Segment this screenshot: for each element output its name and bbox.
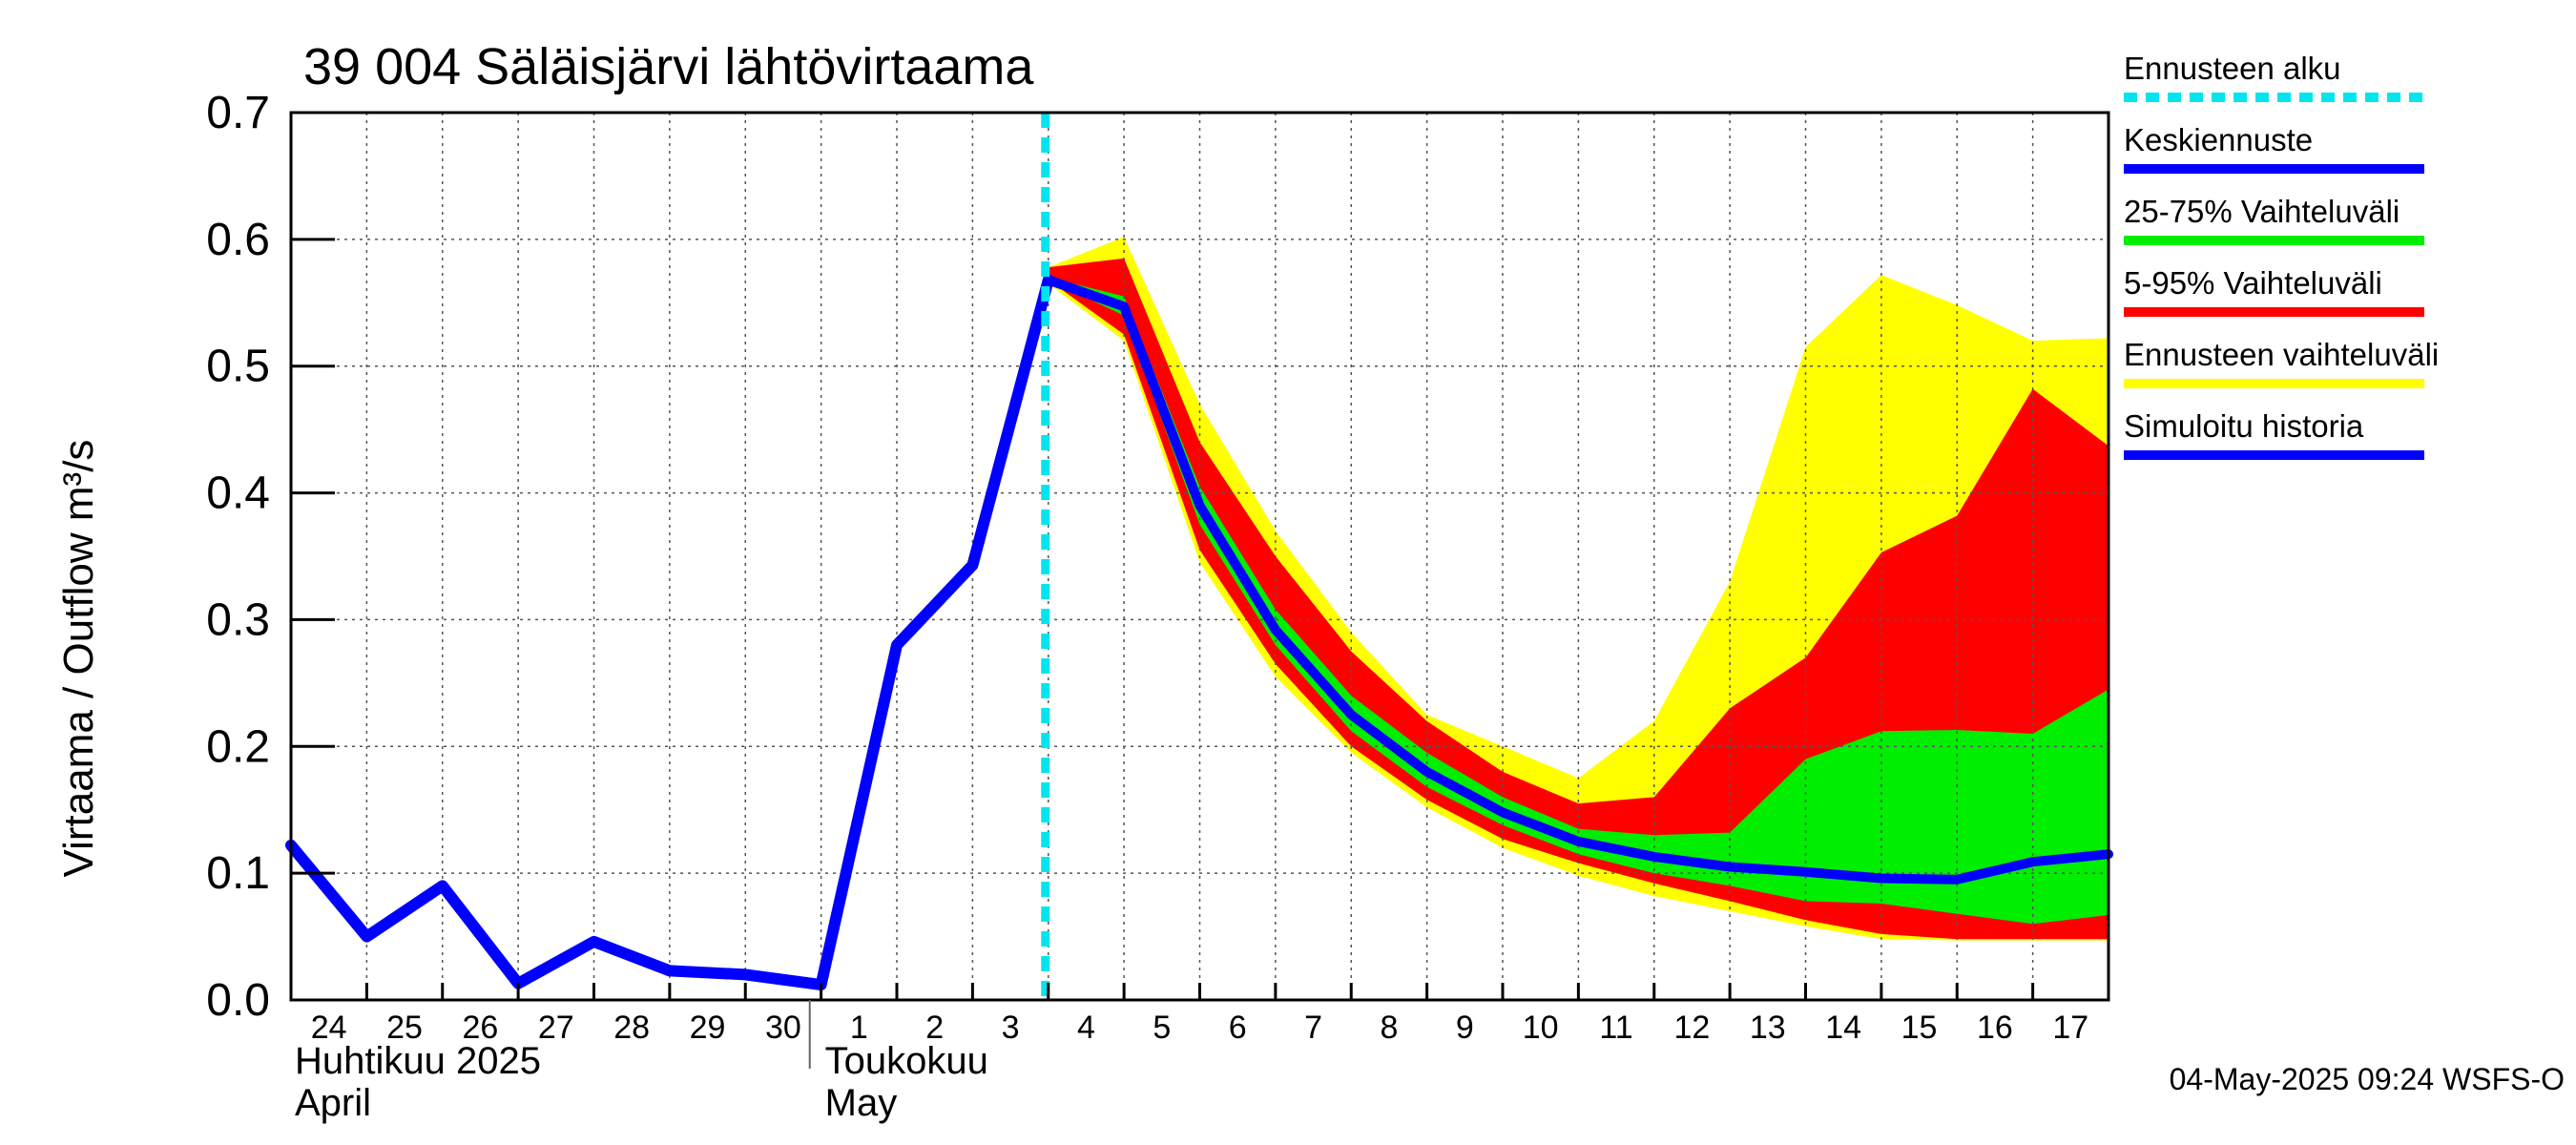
x-tick-label: 12 xyxy=(1674,1010,1711,1046)
y-tick-label: 0.6 xyxy=(206,215,270,265)
y-tick-label: 0.3 xyxy=(206,594,270,645)
legend-label: Keskiennuste xyxy=(2124,122,2313,157)
y-tick-label: 0.1 xyxy=(206,848,270,899)
x-tick-label: 11 xyxy=(1599,1010,1632,1046)
x-tick-label: 24 xyxy=(311,1010,347,1046)
month-label-fi: Huhtikuu 2025 xyxy=(295,1040,541,1082)
simulated-history-line xyxy=(285,274,1054,991)
x-tick-label: 9 xyxy=(1456,1010,1474,1046)
y-tick-label: 0.5 xyxy=(206,342,270,392)
x-tick-label: 17 xyxy=(2052,1010,2088,1046)
legend-label: Ennusteen alku xyxy=(2124,51,2341,86)
month-label-fi: Toukokuu xyxy=(825,1040,988,1082)
median-forecast-line xyxy=(1043,275,2113,885)
x-tick-label: 15 xyxy=(1901,1010,1938,1046)
legend-label: Simuloitu historia xyxy=(2124,408,2364,444)
band-25-75-vaihteluv-li xyxy=(1048,277,2109,925)
x-tick-label: 5 xyxy=(1153,1010,1171,1046)
x-tick-label: 6 xyxy=(1229,1010,1247,1046)
x-tick-label: 30 xyxy=(765,1010,801,1046)
x-tick-label: 10 xyxy=(1523,1010,1559,1046)
y-tick-label: 0.0 xyxy=(206,975,270,1026)
x-tick-label: 14 xyxy=(1825,1010,1861,1046)
x-tick-label: 3 xyxy=(1002,1010,1020,1046)
month-label-en: April xyxy=(295,1082,371,1124)
timestamp: 04-May-2025 09:24 WSFS-O xyxy=(2170,1062,2565,1096)
x-tick-label: 25 xyxy=(386,1010,423,1046)
x-tick-label: 1 xyxy=(850,1010,868,1046)
x-tick-label: 28 xyxy=(613,1010,650,1046)
legend-label: 5-95% Vaihteluväli xyxy=(2124,265,2382,301)
x-tick-label: 29 xyxy=(690,1010,726,1046)
y-tick-label: 0.2 xyxy=(206,721,270,772)
month-label-en: May xyxy=(825,1082,898,1124)
x-tick-label: 26 xyxy=(463,1010,499,1046)
x-tick-label: 16 xyxy=(1977,1010,2013,1046)
y-tick-label: 0.4 xyxy=(206,468,270,519)
x-tick-label: 2 xyxy=(925,1010,944,1046)
legend: Ennusteen alku Keskiennuste 25-75% Vaihtel… xyxy=(2124,51,2439,460)
y-axis-label: Virtaama / Outflow m³/s xyxy=(55,440,102,878)
x-tick-label: 8 xyxy=(1380,1010,1398,1046)
legend-label: 25-75% Vaihteluväli xyxy=(2124,194,2399,229)
x-tick-label: 13 xyxy=(1750,1010,1786,1046)
chart-title: 39 004 Säläisjärvi lähtövirtaama xyxy=(303,38,1034,95)
x-tick-label: 4 xyxy=(1077,1010,1095,1046)
y-tick-label: 0.7 xyxy=(206,88,270,138)
x-tick-label: 27 xyxy=(538,1010,574,1046)
x-tick-label: 7 xyxy=(1304,1010,1322,1046)
legend-label: Ennusteen vaihteluväli xyxy=(2124,337,2439,372)
plot-area: 0.00.10.20.30.40.50.60.724 25 26 27 28 29 30 1 2… xyxy=(206,88,2113,1124)
